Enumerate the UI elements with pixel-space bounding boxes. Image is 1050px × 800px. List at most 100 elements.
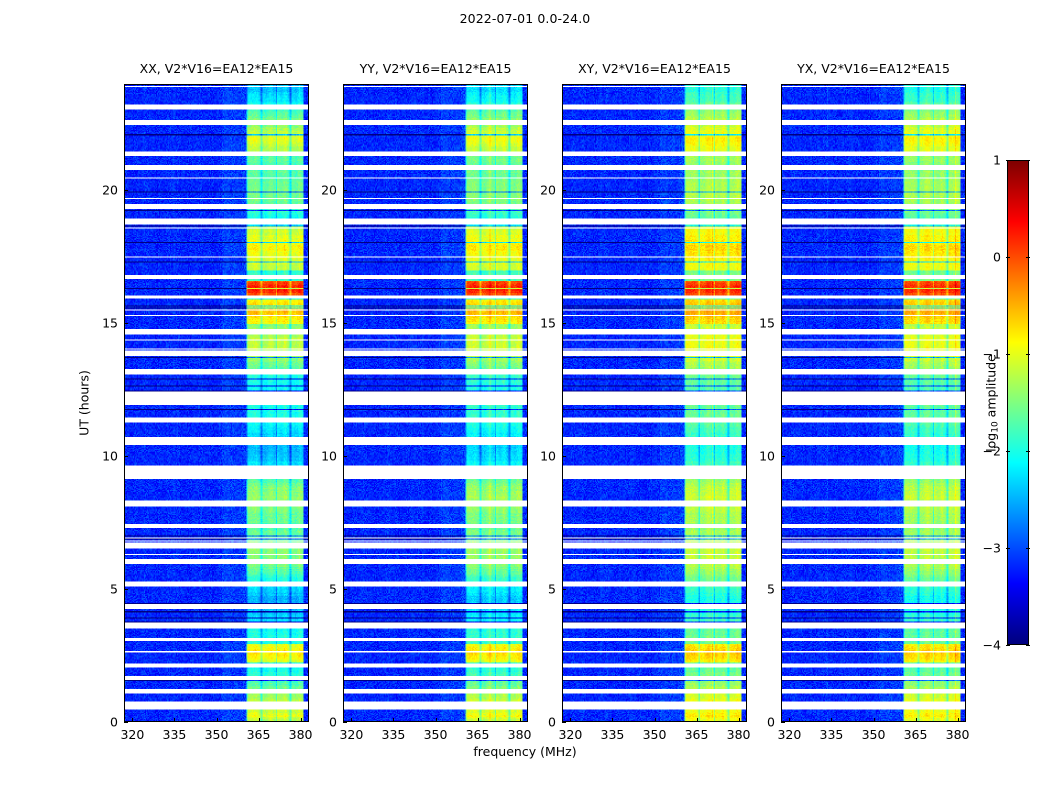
y-tick-label: 20 <box>540 182 556 198</box>
colorbar-tick-mark <box>1006 451 1010 452</box>
y-tick-mark <box>124 190 128 192</box>
x-tick-label: 350 <box>204 727 229 742</box>
y-tick-label: 10 <box>759 448 775 464</box>
colorbar-tick-label: −4 <box>982 637 1001 653</box>
y-tick-mark <box>343 589 347 591</box>
colorbar-label-subscript: 10 <box>990 421 1001 433</box>
colorbar-tick-mark <box>1006 645 1010 646</box>
panel-yy[interactable]: YY, V2*V16=EA12*EA15 320 335 350 365 380 0 5 10 1… <box>321 61 531 742</box>
y-tick-label: 5 <box>767 581 775 597</box>
y-tick-mark <box>562 722 566 723</box>
y-tick-label: 20 <box>321 182 337 198</box>
colorbar-tick-label: 0 <box>993 249 1001 265</box>
x-tick-mark <box>957 718 959 722</box>
x-tick-mark <box>831 718 833 722</box>
panel-title-xy: XY, V2*V16=EA12*EA15 <box>578 61 731 76</box>
y-tick-mark <box>343 323 347 325</box>
colorbar-label-base: log <box>983 432 999 452</box>
colorbar-tick-mark <box>1026 257 1030 258</box>
y-tick-label: 10 <box>540 448 556 464</box>
colorbar-tick-label: −3 <box>982 540 1001 556</box>
panel-yx[interactable]: YX, V2*V16=EA12*EA15 320 335 350 365 380 0 5 10 1… <box>759 61 969 742</box>
spectrogram-xy[interactable] <box>562 84 747 722</box>
x-tick-label: 335 <box>162 727 187 742</box>
x-tick-mark <box>300 718 302 722</box>
x-tick-mark <box>216 718 218 722</box>
y-tick-label: 15 <box>759 315 775 331</box>
x-tick-label: 380 <box>945 727 970 742</box>
y-tick-mark <box>781 456 785 458</box>
y-tick-label: 20 <box>759 182 775 198</box>
y-tick-label: 0 <box>548 714 556 730</box>
colorbar-tick-mark <box>1006 354 1010 355</box>
spectrogram-xx[interactable] <box>124 84 309 722</box>
colorbar-tick-mark <box>1006 548 1010 549</box>
x-tick-mark <box>654 718 656 722</box>
colorbar-tick-mark <box>1006 160 1010 161</box>
y-tick-mark <box>781 323 785 325</box>
spectrogram-yy[interactable] <box>343 84 528 722</box>
colorbar-tick-mark <box>1026 160 1030 161</box>
y-tick-mark <box>781 722 785 723</box>
panel-xy[interactable]: XY, V2*V16=EA12*EA15 320 335 350 365 380 0 5 10 1… <box>540 61 750 742</box>
y-tick-mark <box>781 190 785 192</box>
colorbar-label-rest: amplitude <box>983 354 999 422</box>
x-tick-mark <box>570 718 572 722</box>
y-tick-mark <box>562 190 566 192</box>
x-tick-label: 365 <box>246 727 271 742</box>
colorbar-tick-mark <box>1026 451 1030 452</box>
y-tick-label: 15 <box>102 315 118 331</box>
x-tick-mark <box>873 718 875 722</box>
x-tick-mark <box>435 718 437 722</box>
colorbar-tick-label: −2 <box>982 443 1001 459</box>
y-tick-mark <box>343 456 347 458</box>
y-tick-mark <box>124 722 128 723</box>
y-tick-label: 15 <box>540 315 556 331</box>
x-tick-mark <box>696 718 698 722</box>
y-tick-mark <box>562 323 566 325</box>
x-tick-label: 380 <box>288 727 313 742</box>
x-tick-mark <box>132 718 134 722</box>
colorbar-tick-label: −1 <box>982 346 1001 362</box>
x-tick-label: 350 <box>861 727 886 742</box>
x-tick-label: 335 <box>819 727 844 742</box>
y-tick-label: 5 <box>548 581 556 597</box>
y-tick-mark <box>124 323 128 325</box>
x-tick-mark <box>351 718 353 722</box>
spectrogram-image-yy <box>344 85 527 721</box>
x-tick-label: 380 <box>507 727 532 742</box>
x-tick-mark <box>519 718 521 722</box>
y-tick-mark <box>124 456 128 458</box>
x-tick-label: 365 <box>465 727 490 742</box>
y-tick-mark <box>124 589 128 591</box>
x-tick-mark <box>393 718 395 722</box>
y-tick-label: 5 <box>110 581 118 597</box>
colorbar-tick-mark <box>1026 548 1030 549</box>
x-tick-label: 380 <box>726 727 751 742</box>
colorbar-tick-label: 1 <box>993 152 1001 168</box>
x-tick-mark <box>738 718 740 722</box>
y-tick-label: 20 <box>102 182 118 198</box>
spectrogram-image-yx <box>782 85 965 721</box>
x-tick-label: 320 <box>777 727 802 742</box>
y-tick-mark <box>562 456 566 458</box>
y-tick-label: 10 <box>102 448 118 464</box>
y-tick-label: 0 <box>110 714 118 730</box>
panel-title-yy: YY, V2*V16=EA12*EA15 <box>359 61 512 76</box>
colorbar-gradient <box>1007 160 1029 645</box>
y-tick-mark <box>562 589 566 591</box>
y-tick-label: 0 <box>329 714 337 730</box>
x-axis-label: frequency (MHz) <box>473 744 577 759</box>
y-tick-mark <box>343 722 347 723</box>
panel-xx[interactable]: XX, V2*V16=EA12*EA15 320 335 350 365 380 0 5 10 1… <box>102 61 312 742</box>
x-tick-mark <box>612 718 614 722</box>
spectrogram-image-xy <box>563 85 746 721</box>
y-tick-mark <box>343 190 347 192</box>
x-tick-label: 320 <box>120 727 145 742</box>
x-tick-mark <box>915 718 917 722</box>
panel-title-yx: YX, V2*V16=EA12*EA15 <box>797 61 950 76</box>
colorbar-tick-mark <box>1026 354 1030 355</box>
spectrogram-yx[interactable] <box>781 84 966 722</box>
colorbar[interactable]: −4 −3 −2 −1 0 1 <box>983 153 1030 653</box>
